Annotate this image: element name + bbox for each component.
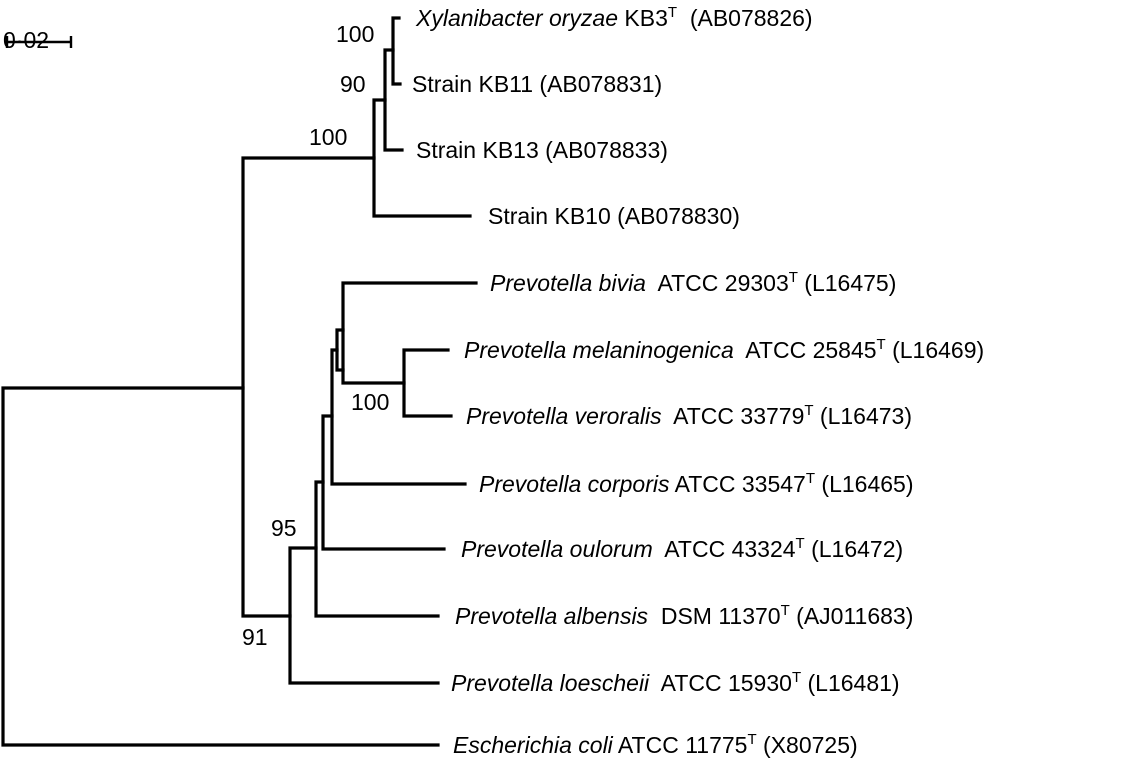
bootstrap-xylanibacter-clade: 100 bbox=[309, 124, 347, 150]
branch-root bbox=[1, 386, 440, 747]
taxon-label-escherichia-coli: Escherichia coli ATCC 11775T (X80725) bbox=[453, 731, 858, 758]
branch-prevotella-clade bbox=[288, 546, 440, 685]
taxon-label-prevotella-oulorum: Prevotella oulorum ATCC 43324T (L16472) bbox=[461, 535, 903, 562]
taxon-label-strain-kb13: Strain KB13 (AB078833) bbox=[416, 137, 668, 163]
taxon-label-strain-kb10: Strain KB10 (AB078830) bbox=[488, 203, 740, 229]
tree-branches bbox=[1, 16, 478, 747]
taxon-labels: Xylanibacter oryzae KB3T (AB078826) Stra… bbox=[412, 4, 984, 758]
branch-melaninogenica-veroralis bbox=[402, 348, 453, 418]
taxon-label-prevotella-loescheii: Prevotella loescheii ATCC 15930T (L16481… bbox=[451, 669, 900, 696]
taxon-label-prevotella-veroralis: Prevotella veroralis ATCC 33779T (L16473… bbox=[466, 402, 912, 429]
branch-kb3-kb11-node bbox=[391, 16, 402, 86]
bootstrap-kb3-kb11: 100 bbox=[336, 21, 374, 47]
taxon-label-prevotella-albensis: Prevotella albensis DSM 11370T (AJ011683… bbox=[455, 602, 913, 629]
bootstrap-prevotella-inner: 95 bbox=[271, 515, 297, 541]
bootstrap-kb13: 90 bbox=[340, 71, 366, 97]
branch-bivia-vs-pair bbox=[341, 281, 478, 385]
bootstrap-values: 100 90 100 100 95 91 bbox=[242, 21, 389, 650]
scale-bar: 0·02 bbox=[3, 27, 73, 53]
taxon-label-strain-kb11: Strain KB11 (AB078831) bbox=[412, 71, 662, 97]
branch-ingroup bbox=[241, 156, 376, 618]
taxon-label-prevotella-melaninogenica: Prevotella melaninogenica ATCC 25845T (L… bbox=[464, 336, 984, 363]
taxon-label-xylanibacter-oryzae: Xylanibacter oryzae KB3T (AB078826) bbox=[415, 4, 813, 31]
bootstrap-prevotella-clade: 91 bbox=[242, 624, 268, 650]
bootstrap-melaninogenica-veroralis: 100 bbox=[351, 389, 389, 415]
scale-bar-label: 0·02 bbox=[3, 27, 49, 53]
taxon-label-prevotella-corporis: Prevotella corporis ATCC 33547T (L16465) bbox=[479, 470, 913, 497]
branch-xylanibacter-clade bbox=[372, 98, 472, 218]
taxon-label-prevotella-bivia: Prevotella bivia ATCC 29303T (L16475) bbox=[490, 269, 896, 296]
